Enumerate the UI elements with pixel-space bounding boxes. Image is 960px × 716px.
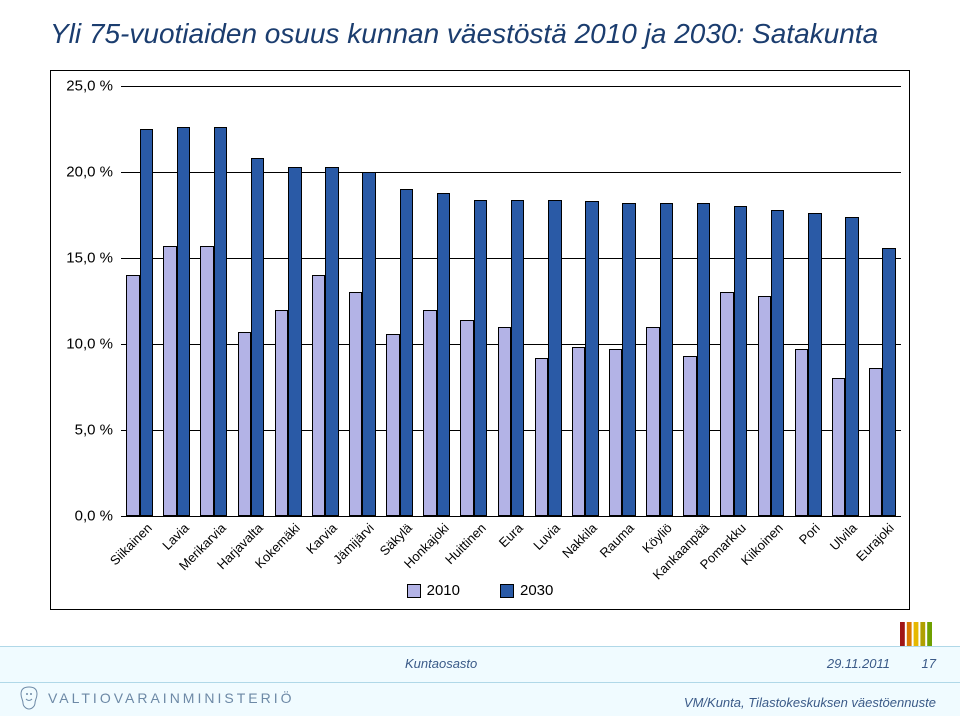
bar bbox=[832, 378, 845, 516]
bar bbox=[683, 356, 696, 516]
bar bbox=[548, 200, 561, 516]
footer-divider bbox=[0, 682, 960, 683]
legend-swatch bbox=[500, 584, 514, 598]
bar bbox=[275, 310, 288, 516]
bar bbox=[845, 217, 858, 516]
bar bbox=[214, 127, 227, 516]
bar bbox=[646, 327, 659, 516]
bar bbox=[386, 334, 399, 516]
bar bbox=[808, 213, 821, 516]
legend: 2010 2030 bbox=[51, 582, 909, 599]
x-tick-label: Siikainen bbox=[106, 520, 154, 568]
footer-logo: VALTIOVARAINMINISTERIÖ bbox=[18, 686, 294, 710]
bar bbox=[474, 200, 487, 516]
gridline bbox=[121, 516, 901, 517]
legend-label: 2030 bbox=[520, 582, 553, 599]
y-tick-label: 0,0 % bbox=[75, 508, 113, 525]
bar bbox=[622, 203, 635, 516]
lion-icon bbox=[18, 686, 40, 710]
footer-divider bbox=[0, 646, 960, 647]
bar bbox=[498, 327, 511, 516]
bar bbox=[400, 189, 413, 516]
bar bbox=[251, 158, 264, 516]
footer-date: 29.11.2011 bbox=[827, 656, 890, 671]
bar bbox=[795, 349, 808, 516]
bar bbox=[163, 246, 176, 516]
bar bbox=[660, 203, 673, 516]
bar bbox=[771, 210, 784, 516]
x-tick-label: Rauma bbox=[597, 520, 637, 560]
bar bbox=[126, 275, 139, 516]
legend-item: 2010 bbox=[407, 582, 460, 599]
bar bbox=[535, 358, 548, 516]
chart-container: 0,0 % 5,0 % 10,0 % 15,0 % 20,0 % 25,0 % Siikai… bbox=[50, 70, 910, 610]
bar bbox=[349, 292, 362, 516]
legend-swatch bbox=[407, 584, 421, 598]
x-tick-label: Pori bbox=[796, 520, 823, 547]
x-tick-label: Eura bbox=[496, 520, 526, 550]
bar bbox=[325, 167, 338, 516]
bar bbox=[437, 193, 450, 516]
bar bbox=[288, 167, 301, 516]
y-tick-label: 25,0 % bbox=[66, 78, 113, 95]
bar bbox=[423, 310, 436, 516]
x-tick-label: Ulvila bbox=[827, 520, 860, 553]
y-tick-label: 5,0 % bbox=[75, 422, 113, 439]
x-tick-label: Luvia bbox=[530, 520, 563, 553]
footer-dept: Kuntaosasto bbox=[405, 656, 477, 671]
bar bbox=[585, 201, 598, 516]
bar bbox=[177, 127, 190, 516]
legend-label: 2010 bbox=[427, 582, 460, 599]
y-tick-label: 20,0 % bbox=[66, 164, 113, 181]
bar bbox=[511, 200, 524, 516]
bar bbox=[140, 129, 153, 516]
chart-title: Yli 75-vuotiaiden osuus kunnan väestöstä… bbox=[50, 18, 878, 50]
legend-item: 2030 bbox=[500, 582, 553, 599]
x-tick-label: Eurajoki bbox=[853, 520, 897, 564]
plot-area: 0,0 %5,0 %10,0 %15,0 %20,0 %25,0 %Siikai… bbox=[121, 86, 901, 516]
bar bbox=[362, 172, 375, 516]
x-tick-label: Lavia bbox=[159, 520, 192, 553]
bar bbox=[238, 332, 251, 516]
footer-source: VM/Kunta, Tilastokeskuksen väestöennuste bbox=[684, 695, 936, 710]
bar bbox=[720, 292, 733, 516]
footer-logo-text: VALTIOVARAINMINISTERIÖ bbox=[48, 690, 294, 706]
bar bbox=[460, 320, 473, 516]
y-tick-label: 15,0 % bbox=[66, 250, 113, 267]
footer: Kuntaosasto 29.11.2011 17 VM/Kunta, Tila… bbox=[0, 646, 960, 716]
footer-page: 17 bbox=[922, 656, 936, 671]
bar bbox=[882, 248, 895, 516]
x-tick-label: Nakkila bbox=[559, 520, 600, 561]
bar bbox=[572, 347, 585, 516]
bar bbox=[200, 246, 213, 516]
bar bbox=[758, 296, 771, 516]
bar bbox=[312, 275, 325, 516]
bar bbox=[869, 368, 882, 516]
bar bbox=[697, 203, 710, 516]
bar bbox=[609, 349, 622, 516]
bar bbox=[734, 206, 747, 516]
y-tick-label: 10,0 % bbox=[66, 336, 113, 353]
